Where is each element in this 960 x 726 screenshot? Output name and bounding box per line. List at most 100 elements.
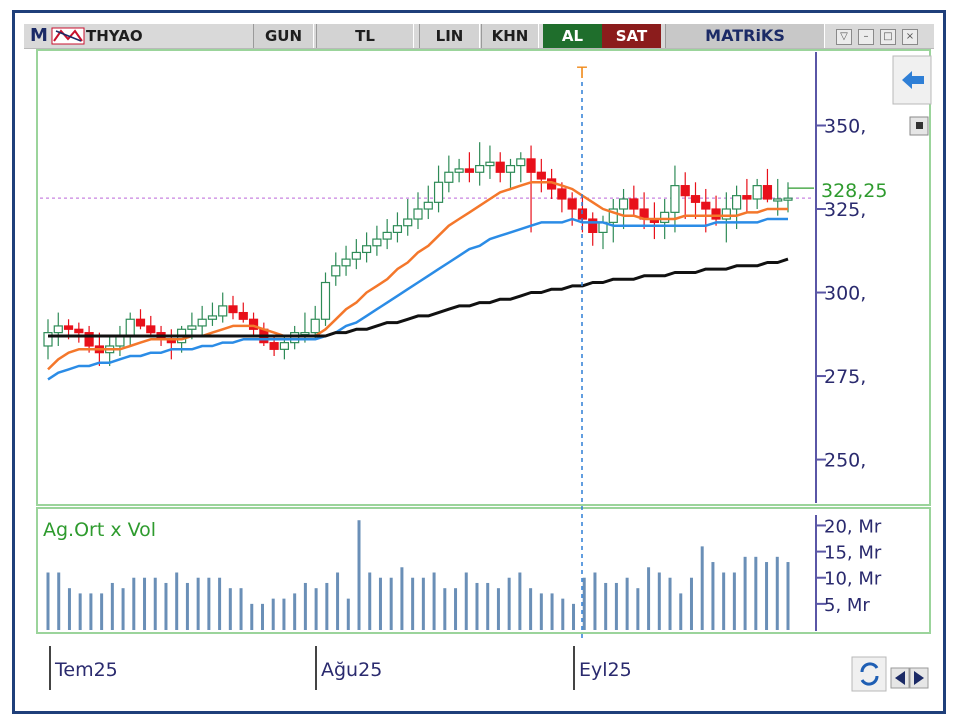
candle-body (618, 198, 629, 210)
volume-bar (250, 603, 254, 630)
period-button[interactable]: GUN (253, 24, 314, 48)
candle-body (464, 168, 474, 173)
volume-bar (754, 556, 758, 630)
price-y-tick-label: 250, (824, 450, 866, 472)
volume-bar (271, 598, 275, 630)
maximize-icon[interactable]: □ (880, 29, 896, 45)
chart-window (12, 10, 946, 714)
candle-body (485, 161, 495, 167)
candle-body (290, 332, 300, 344)
candle-body (711, 208, 721, 220)
time-axis-ticks: Tem25 Ağu25 Eyl25 (49, 646, 632, 690)
volume-bar (689, 577, 693, 630)
volume-bar (346, 598, 350, 630)
volume-bar (132, 577, 136, 630)
scroll-left-button[interactable] (890, 667, 910, 689)
matrix-button[interactable]: MATRiKS (665, 24, 825, 48)
candle-body (403, 218, 413, 227)
scale-button[interactable]: LIN (419, 24, 480, 48)
candle-body (721, 208, 731, 220)
volume-bar (57, 572, 61, 630)
close-icon[interactable]: × (902, 29, 918, 45)
menu-button[interactable]: M (30, 25, 48, 46)
symbol-logo-icon (51, 24, 85, 48)
candle-body (752, 185, 762, 200)
sell-button[interactable]: SAT (602, 24, 661, 48)
minimize-icon[interactable]: – (858, 29, 874, 45)
volume-bar (89, 593, 93, 630)
volume-bar (282, 598, 286, 630)
candle-body (310, 318, 320, 334)
candle-body (382, 231, 392, 240)
volume-bar (207, 577, 211, 630)
candle-body (300, 332, 310, 336)
volume-bar (175, 572, 179, 630)
candle-body (53, 325, 63, 334)
volume-bar (529, 588, 533, 630)
volume-bar (454, 588, 458, 630)
arrow-button[interactable] (892, 55, 932, 105)
volume-bar (668, 577, 672, 630)
moving-average-black-line (48, 257, 789, 338)
volume-bar (78, 593, 82, 630)
candle-body (218, 305, 228, 317)
candle-body (43, 332, 53, 347)
volume-bar (153, 577, 157, 630)
candle-body (690, 195, 701, 203)
buy-button[interactable]: AL (543, 24, 602, 48)
candle-body (341, 258, 351, 267)
volume-bar (218, 577, 222, 630)
volume-bar (411, 577, 415, 630)
candle-body (588, 218, 598, 233)
candle-body (742, 195, 752, 200)
dropdown-icon[interactable]: ▽ (836, 29, 852, 45)
candle-body (629, 198, 639, 210)
volume-bar (464, 572, 468, 630)
candle-body (228, 305, 238, 314)
volume-y-tick-label: 15, Mr (824, 543, 882, 564)
moving-average-orange-line (47, 181, 788, 371)
candle-body (331, 265, 341, 277)
volume-bar (647, 567, 651, 630)
volume-bar (614, 582, 618, 630)
volume-bar (775, 556, 779, 630)
volume-bar (679, 593, 683, 630)
currency-button[interactable]: TL (316, 24, 414, 48)
volume-bar (593, 572, 597, 630)
price-y-tick-label: 350, (824, 115, 866, 137)
volume-bar (657, 572, 661, 630)
pane-toggle-button[interactable] (909, 116, 929, 136)
candle-body (423, 201, 433, 210)
volume-bar (336, 572, 340, 630)
volume-bar (421, 577, 425, 630)
candle-body (680, 185, 690, 197)
volume-bar (722, 572, 726, 630)
symbol-label[interactable]: THYAO (86, 27, 143, 45)
candle-body (701, 201, 711, 210)
time-axis-label: Ağu25 (321, 659, 382, 681)
volume-bar (700, 546, 704, 630)
refresh-button[interactable] (851, 656, 887, 692)
candle-body (454, 168, 464, 173)
volume-bar (443, 588, 447, 630)
candle-body (433, 181, 444, 203)
candle-body (135, 318, 146, 327)
price-pane-border (36, 49, 931, 506)
volume-bar (325, 582, 329, 630)
volume-bar (604, 582, 608, 630)
volume-bar (572, 603, 576, 630)
candle-body (248, 318, 259, 330)
time-axis (37, 640, 930, 692)
candle-body (279, 342, 289, 350)
candle-body (526, 158, 536, 173)
volume-y-tick-label: 20, Mr (824, 516, 882, 537)
volume-bar (743, 556, 747, 630)
volume-bar (711, 562, 715, 630)
volume-y-tick-label: 10, Mr (824, 569, 882, 590)
price-y-tick-label: 325, (824, 199, 866, 221)
scroll-right-button[interactable] (909, 667, 929, 689)
candle-body (351, 251, 361, 260)
mode-button[interactable]: KHN (481, 24, 539, 48)
volume-bar (582, 577, 586, 630)
candle-body (320, 281, 331, 320)
